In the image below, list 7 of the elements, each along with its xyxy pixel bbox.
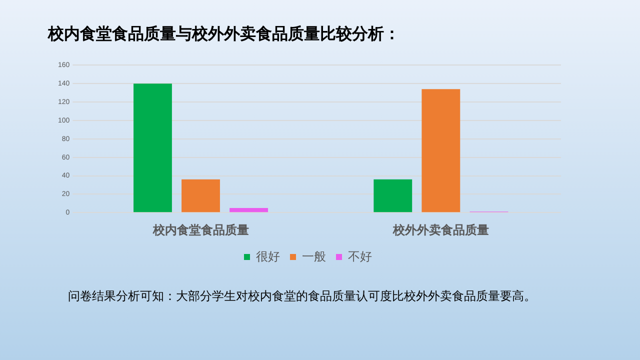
chart-title: 校内食堂食品质量与校外外卖食品质量比较分析： [48,24,400,45]
legend-label: 很好 [256,249,280,264]
text: 问卷结果分析可知：大部分学生对校内食堂的食品质量认可度比校外外卖食品质量要高。 [68,288,536,305]
x-tick-label: 校外外卖食品质量 [392,222,489,237]
legend-label: 不好 [348,249,372,264]
legend-label: 一般 [302,249,326,264]
x-tick-label: 校内食堂食品质量 [152,222,249,237]
